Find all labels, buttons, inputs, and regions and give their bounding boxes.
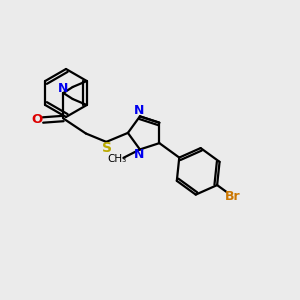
Text: O: O [32, 113, 43, 127]
Text: S: S [103, 141, 112, 155]
Text: N: N [134, 104, 144, 118]
Text: N: N [134, 148, 144, 161]
Text: CH₃: CH₃ [107, 154, 126, 164]
Text: Br: Br [225, 190, 241, 203]
Text: N: N [58, 82, 69, 95]
